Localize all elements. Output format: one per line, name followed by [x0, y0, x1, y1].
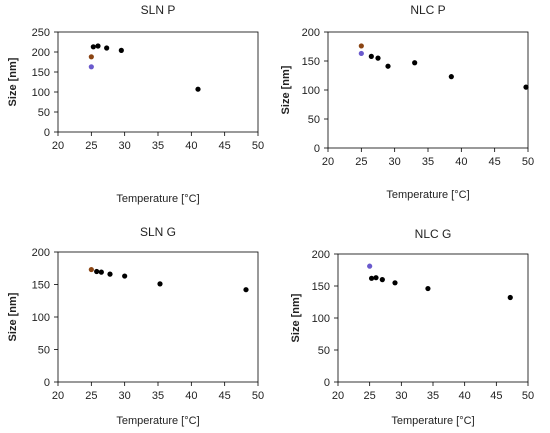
chart-panel-sln-p: SLN P 0 50 100 150 200 250 20 25 30 35 40 45 50 Temper… — [7, 3, 264, 205]
data-point — [88, 266, 94, 273]
chart-panel-nlc-g: NLC G 0 50 100 150 200 20 25 30 35 40 45 50 Temperatu… — [290, 227, 534, 427]
plot-frame — [337, 253, 529, 383]
y-tick-label: 250 — [32, 27, 50, 39]
chart-title: NLC P — [410, 3, 445, 17]
y-tick-label: 50 — [318, 345, 330, 357]
x-tick-label: 45 — [489, 156, 501, 168]
data-point — [507, 294, 513, 301]
data-point — [88, 54, 94, 60]
x-tick-label: 35 — [152, 390, 164, 402]
chart-panel-sln-g: SLN G 0 50 100 150 200 20 25 30 35 40 45 50 Temperatu… — [7, 225, 264, 427]
plot-frame — [327, 31, 529, 149]
y-axis-label: Size [nm] — [7, 57, 19, 106]
x-axis-label: Temperature [°C] — [116, 193, 199, 205]
x-tick-label: 20 — [332, 390, 344, 402]
data-point — [195, 86, 201, 92]
chart-title: SLN G — [140, 225, 176, 239]
x-tick-label: 40 — [459, 390, 471, 402]
plot-frame — [57, 31, 259, 133]
x-tick-label: 20 — [322, 156, 334, 168]
x-tick-label: 45 — [219, 390, 231, 402]
data-point — [358, 50, 364, 57]
x-tick-label: 45 — [219, 140, 231, 152]
data-point — [375, 55, 381, 61]
data-point — [392, 280, 398, 286]
y-tick-label: 100 — [32, 87, 50, 99]
data-point — [367, 263, 373, 269]
data-point — [368, 53, 374, 59]
chart-title: NLC G — [415, 227, 452, 241]
data-point — [98, 269, 104, 275]
x-tick-label: 30 — [119, 390, 131, 402]
x-tick-label: 25 — [85, 390, 97, 402]
y-tick-label: 150 — [312, 281, 330, 293]
y-tick-label: 150 — [302, 56, 320, 68]
y-tick-label: 200 — [32, 247, 50, 259]
data-point — [379, 277, 385, 283]
x-tick-label: 35 — [427, 390, 439, 402]
y-tick-label: 0 — [324, 377, 330, 389]
y-tick-label: 100 — [302, 85, 320, 97]
y-tick-label: 200 — [32, 47, 50, 59]
x-tick-label: 35 — [152, 140, 164, 152]
y-tick-label: 0 — [314, 143, 320, 155]
x-axis-label: Temperature [°C] — [116, 415, 199, 427]
x-tick-label: 25 — [85, 140, 97, 152]
y-tick-label: 50 — [38, 107, 50, 119]
data-point — [122, 273, 128, 279]
y-axis-label: Size [nm] — [7, 292, 19, 341]
data-point — [425, 285, 431, 292]
x-tick-label: 20 — [52, 140, 64, 152]
y-tick-label: 100 — [32, 312, 50, 324]
y-tick-label: 100 — [312, 313, 330, 325]
data-point — [88, 64, 94, 70]
data-point — [358, 43, 364, 49]
x-tick-label: 25 — [355, 156, 367, 168]
data-point — [95, 43, 101, 49]
y-axis-label: Size [nm] — [280, 65, 292, 114]
chart-title: SLN P — [141, 3, 176, 17]
y-tick-label: 150 — [32, 280, 50, 292]
data-point — [94, 268, 100, 275]
x-tick-label: 50 — [252, 140, 264, 152]
plot-frame — [57, 251, 259, 383]
y-tick-label: 0 — [44, 127, 50, 139]
x-tick-label: 40 — [455, 156, 467, 168]
x-tick-label: 50 — [522, 156, 534, 168]
y-tick-label: 200 — [302, 27, 320, 39]
data-point — [90, 44, 96, 50]
data-point — [368, 275, 375, 281]
x-tick-label: 50 — [252, 390, 264, 402]
x-axis-label: Temperature [°C] — [386, 189, 469, 201]
x-tick-label: 40 — [185, 390, 197, 402]
data-point — [412, 60, 418, 66]
x-tick-label: 35 — [422, 156, 434, 168]
x-tick-label: 25 — [364, 390, 376, 402]
x-tick-label: 30 — [119, 140, 131, 152]
y-tick-label: 50 — [308, 114, 320, 126]
data-point — [118, 47, 124, 54]
y-tick-label: 50 — [38, 345, 50, 357]
data-point — [107, 271, 113, 277]
y-tick-label: 200 — [312, 249, 330, 261]
y-tick-label: 0 — [44, 377, 50, 389]
x-tick-label: 45 — [490, 390, 502, 402]
data-point — [373, 275, 379, 281]
data-point — [157, 281, 163, 287]
x-tick-label: 20 — [52, 390, 64, 402]
x-tick-label: 30 — [395, 390, 407, 402]
data-point — [448, 74, 454, 80]
x-tick-label: 50 — [522, 390, 534, 402]
chart-panel-nlc-p: NLC P 0 50 100 150 200 20 25 30 35 40 45 50 Temperatu… — [280, 3, 534, 201]
data-point — [243, 287, 249, 293]
data-point — [104, 45, 110, 51]
y-axis-label: Size [nm] — [290, 293, 302, 342]
data-point — [385, 63, 391, 69]
data-point — [523, 84, 529, 90]
y-tick-label: 150 — [32, 67, 50, 79]
x-tick-label: 40 — [185, 140, 197, 152]
x-tick-label: 30 — [389, 156, 401, 168]
x-axis-label: Temperature [°C] — [391, 415, 474, 427]
